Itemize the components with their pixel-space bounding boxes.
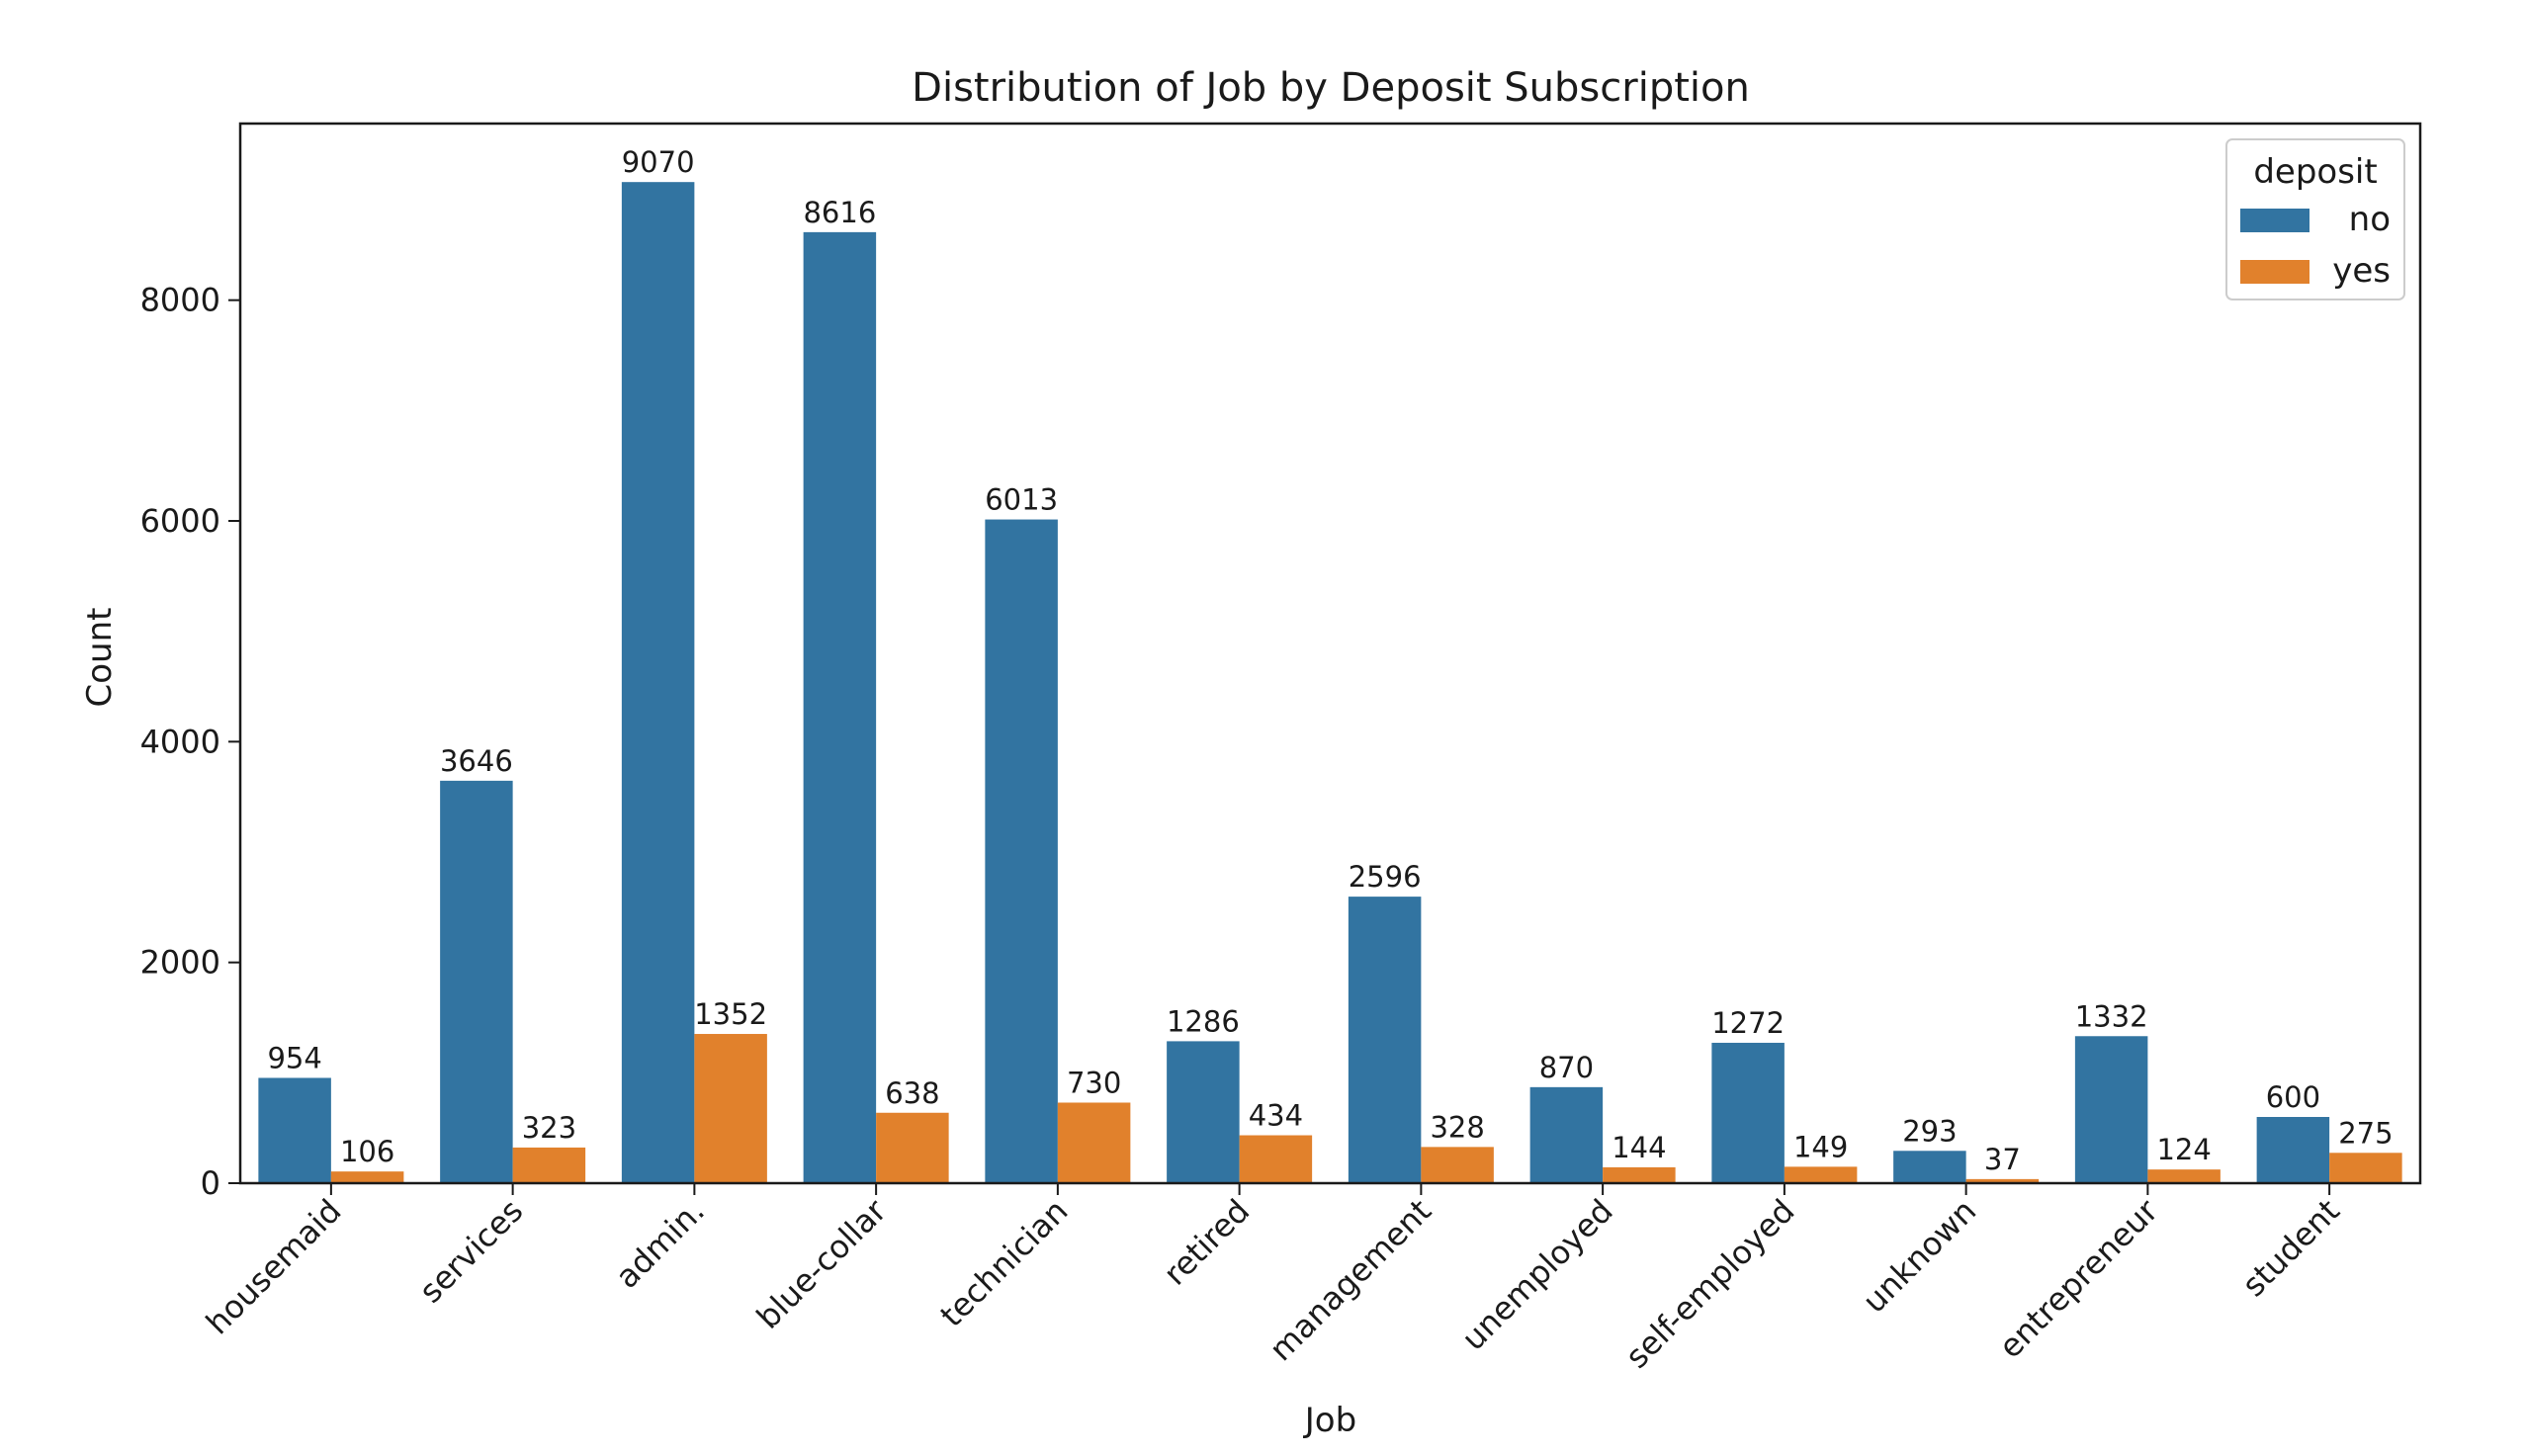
chart-title: Distribution of Job by Deposit Subscript… xyxy=(912,65,1750,111)
legend-swatch-no xyxy=(2240,209,2309,232)
x-tick-label: unknown xyxy=(1856,1192,1984,1321)
bar-technician-yes xyxy=(1057,1102,1131,1183)
legend: deposit no yes xyxy=(2225,138,2405,300)
data-label: 2596 xyxy=(1349,860,1422,894)
data-labels-layer: 954 106 3646 323 9070 1352 8616 638 6013 730 1286 4… xyxy=(267,145,2393,1176)
legend-label-yes: yes xyxy=(2332,251,2391,291)
legend-box xyxy=(2225,138,2405,300)
x-tick-label: retired xyxy=(1156,1192,1257,1293)
bar-student-no xyxy=(2256,1117,2330,1183)
y-tick-label: 8000 xyxy=(140,282,220,319)
x-tick-label: blue-collar xyxy=(749,1191,895,1336)
bar-unemployed-yes xyxy=(1603,1166,1676,1183)
x-tick-label: admin. xyxy=(608,1192,712,1296)
legend-swatch-yes xyxy=(2240,260,2309,284)
x-tick-label: housemaid xyxy=(199,1192,349,1342)
bar-services-yes xyxy=(512,1147,586,1183)
data-label: 106 xyxy=(340,1135,394,1168)
data-label: 328 xyxy=(1430,1110,1484,1144)
bar-management-no xyxy=(1348,897,1422,1183)
bar-blue-collar-no xyxy=(803,231,877,1183)
bar-entrepreneur-yes xyxy=(2147,1169,2221,1183)
bar-retired-yes xyxy=(1239,1135,1313,1183)
bar-admin-no xyxy=(621,182,695,1183)
data-label: 1286 xyxy=(1167,1004,1240,1038)
bar-blue-collar-yes xyxy=(876,1112,949,1183)
bar-unknown-yes xyxy=(1965,1178,2040,1183)
x-tick-label: services xyxy=(412,1192,531,1311)
y-tick-label: 2000 xyxy=(140,944,220,982)
data-label: 9070 xyxy=(622,145,695,179)
data-label: 144 xyxy=(1612,1131,1666,1164)
data-label: 1352 xyxy=(694,997,767,1031)
data-label: 600 xyxy=(2266,1080,2320,1114)
y-tick-label: 4000 xyxy=(140,723,220,760)
x-tick-label: unemployed xyxy=(1454,1192,1620,1358)
bar-services-no xyxy=(440,780,513,1183)
y-tick-label: 0 xyxy=(201,1164,220,1202)
data-label: 149 xyxy=(1793,1130,1848,1163)
bar-housemaid-no xyxy=(258,1077,331,1183)
legend-label-no: no xyxy=(2349,200,2391,239)
data-label: 3646 xyxy=(440,744,513,778)
y-axis-label: Count xyxy=(80,608,120,708)
data-label: 6013 xyxy=(985,483,1058,517)
bar-management-yes xyxy=(1421,1147,1494,1183)
bars-layer xyxy=(258,182,2402,1183)
plot-frame xyxy=(238,122,2422,1185)
legend-title: deposit xyxy=(2253,152,2377,192)
data-label: 434 xyxy=(1249,1099,1303,1133)
data-label: 8616 xyxy=(803,196,876,229)
bar-unemployed-no xyxy=(1529,1086,1604,1183)
data-label: 1272 xyxy=(1711,1006,1785,1040)
data-label: 954 xyxy=(267,1041,321,1074)
data-label: 37 xyxy=(1984,1143,2021,1176)
data-label: 124 xyxy=(2156,1133,2211,1166)
bar-admin-yes xyxy=(694,1034,767,1183)
data-label: 870 xyxy=(1539,1051,1594,1084)
y-tick-label: 6000 xyxy=(140,502,220,540)
data-label: 323 xyxy=(522,1111,576,1145)
data-label: 293 xyxy=(1902,1114,1957,1148)
x-tick-label: management xyxy=(1263,1192,1438,1368)
bar-technician-no xyxy=(985,519,1058,1183)
data-label: 1332 xyxy=(2075,999,2148,1033)
x-tick-label: student xyxy=(2234,1192,2346,1304)
bar-unknown-no xyxy=(1893,1151,1966,1183)
bar-self-employed-no xyxy=(1711,1042,1785,1183)
x-axis-label: Job xyxy=(1303,1401,1356,1440)
bar-student-yes xyxy=(2329,1153,2402,1183)
bar-retired-no xyxy=(1167,1041,1240,1183)
x-tick-label: self-employed xyxy=(1618,1192,1802,1376)
bar-self-employed-yes xyxy=(1784,1166,1858,1183)
bar-entrepreneur-no xyxy=(2074,1036,2148,1183)
bar-housemaid-yes xyxy=(330,1171,404,1183)
data-label: 730 xyxy=(1067,1066,1121,1099)
x-tick-label: technician xyxy=(933,1192,1076,1334)
data-label: 275 xyxy=(2338,1116,2393,1150)
data-label: 638 xyxy=(885,1076,939,1110)
x-tick-label: entrepreneur xyxy=(1991,1191,2165,1365)
